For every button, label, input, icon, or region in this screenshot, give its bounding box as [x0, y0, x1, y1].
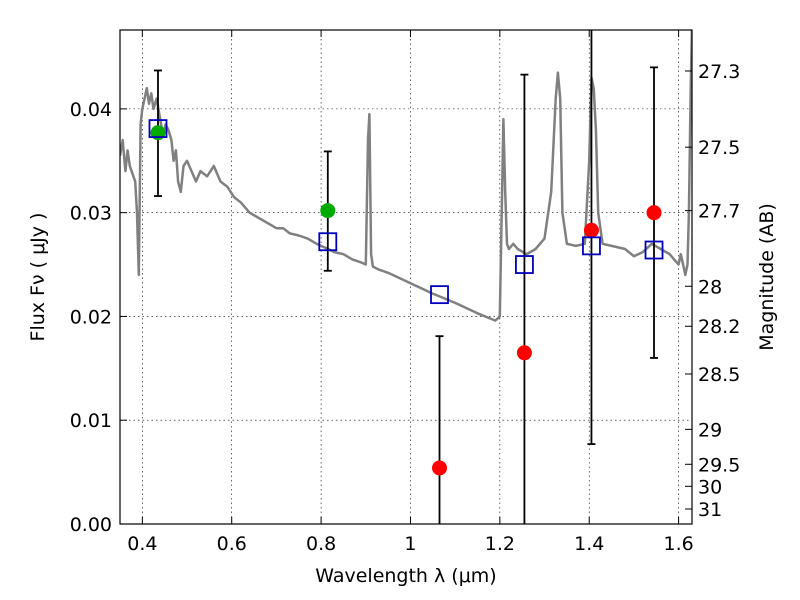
x-tick-label: 1.4 — [574, 533, 604, 555]
y-tick-label: 0.02 — [70, 306, 112, 328]
model-photometry-square — [148, 119, 168, 138]
sed-curve — [120, 30, 692, 322]
plot-frame — [119, 29, 693, 525]
x-tick-label: 1.6 — [663, 533, 693, 555]
points-layer — [148, 119, 664, 476]
x-tick-label: 0.6 — [217, 533, 247, 555]
observed-nondetection-point — [646, 205, 662, 221]
model-photometry-square — [430, 285, 449, 305]
x-tick-label: 1 — [404, 533, 416, 555]
observed-nondetection-point — [432, 460, 448, 476]
magnitude-tick-label: 28 — [698, 276, 722, 298]
magnitude-tick-label: 27.7 — [698, 201, 740, 223]
grid-lines — [120, 30, 692, 524]
y-axis-ticks: 0.00 0.01 0.02 0.03 0.04 — [70, 99, 127, 536]
x-tick-label: 0.8 — [306, 533, 336, 555]
model-photometry-square — [582, 236, 601, 256]
magnitude-tick-label: 29.5 — [698, 454, 740, 476]
magnitude-axis-label: Magnitude (AB) — [756, 203, 778, 351]
observed-nondetection-point — [516, 345, 532, 361]
model-photometry-square — [644, 240, 664, 260]
x-axis-ticks: 0.4 0.6 0.8 1 1.2 1.4 1.6 — [127, 30, 694, 555]
y-tick-label: 0.03 — [70, 203, 112, 225]
magnitude-tick-label: 31 — [698, 499, 722, 521]
model-photometry-square — [515, 255, 534, 274]
y-axis-label: Flux Fν ( μJy ) — [27, 213, 49, 342]
model-photometry-square — [318, 232, 338, 252]
x-tick-label: 0.4 — [127, 533, 157, 555]
observed-nondetection-point — [583, 222, 599, 238]
magnitude-tick-label: 28.5 — [698, 364, 740, 386]
y-tick-label: 0.01 — [70, 410, 112, 432]
y-tick-label: 0.04 — [70, 99, 112, 121]
magnitude-tick-label: 27.5 — [698, 137, 740, 159]
magnitude-tick-label: 29 — [698, 419, 722, 441]
x-axis-label: Wavelength λ (μm) — [315, 565, 496, 587]
observed-detection-point — [320, 203, 336, 219]
magnitude-tick-label: 27.3 — [698, 61, 740, 83]
observed-detection-point — [150, 125, 166, 141]
x-tick-label: 1.2 — [485, 533, 515, 555]
errorbar-layer — [153, 30, 659, 524]
magnitude-tick-label: 30 — [698, 476, 722, 498]
magnitude-tick-label: 28.2 — [698, 316, 740, 338]
sed-curve-layer — [120, 30, 692, 322]
y-tick-label: 0.00 — [70, 514, 112, 536]
